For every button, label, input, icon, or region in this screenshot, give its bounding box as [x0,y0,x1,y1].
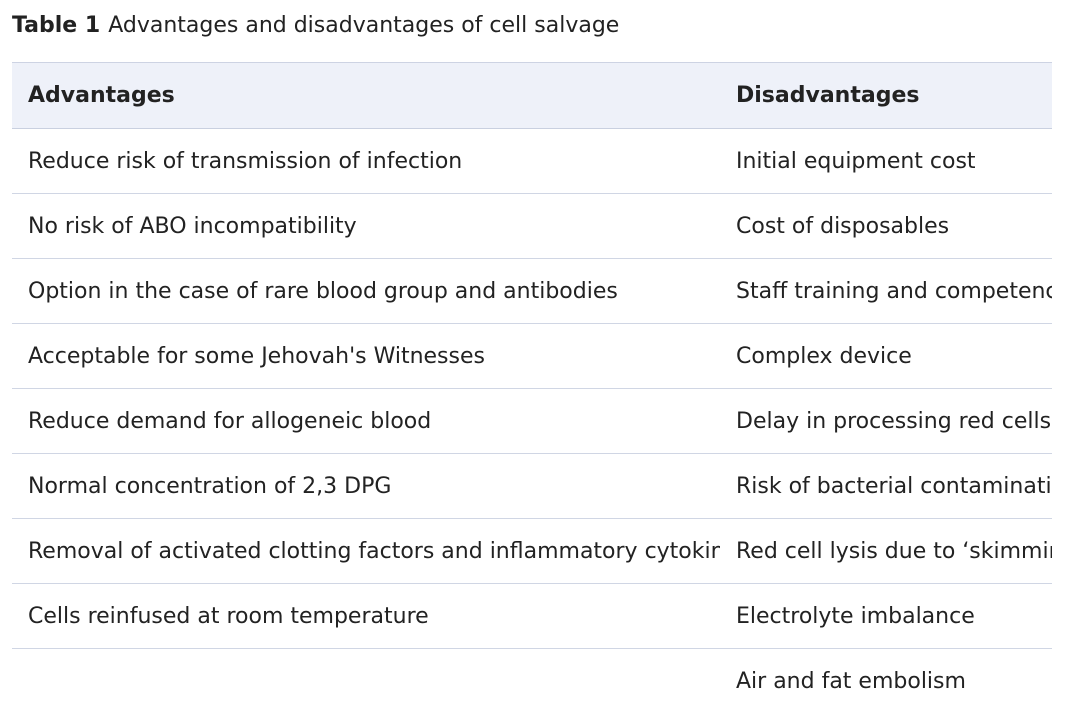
disadvantage-cell: Cost of disposables [720,193,1052,259]
advantage-cell: Acceptable for some Jehovah's Witnesses [12,323,720,389]
disadvantage-cell: Risk of bacterial contaminatior [720,453,1052,519]
disadvantage-cell: Air and fat embolism [736,668,966,694]
column-header-advantages: Advantages [12,62,720,129]
table-row: Reduce demand for allogeneic blood Delay… [12,388,1052,454]
table-header-row: Advantages Disadvantages [12,62,1052,129]
column-header-disadvantages: Disadvantages [720,62,1052,129]
table-body: Reduce risk of transmission of infection… [12,128,1052,714]
disadvantage-cell: Complex device [720,323,1052,389]
table-caption: Table 1 Advantages and disadvantages of c… [12,11,619,41]
advantage-cell: Removal of activated clotting factors an… [12,518,720,584]
advantages-disadvantages-table: Advantages Disadvantages Reduce risk of … [12,62,1052,714]
disadvantage-cell: Initial equipment cost [720,128,1052,194]
advantage-cell: Option in the case of rare blood group a… [12,258,720,324]
table-row: Reduce risk of transmission of infection… [12,128,1052,194]
table-row: Option in the case of rare blood group a… [12,258,1052,324]
table-row: Normal concentration of 2,3 DPG Risk of … [12,453,1052,519]
advantage-cell: No risk of ABO incompatibility [12,193,720,259]
table-row: Removal of activated clotting factors an… [12,518,1052,584]
table-row: Cells reinfused at room temperature Elec… [12,583,1052,649]
advantage-cell: Cells reinfused at room temperature [12,583,720,649]
table-header: Advantages Disadvantages [12,62,1052,129]
disadvantage-cell: Staff training and competencie [720,258,1052,324]
disadvantage-cell: Delay in processing red cells [720,388,1052,454]
disadvantage-cell: Electrolyte imbalance [720,583,1052,649]
table-caption-label: Table 1 [12,13,101,38]
advantage-cell: Normal concentration of 2,3 DPG [12,453,720,519]
advantage-cell: Reduce risk of transmission of infection [12,128,720,194]
table-container: Advantages Disadvantages Reduce risk of … [12,62,1052,714]
advantage-cell [12,649,720,714]
table-caption-title: Advantages and disadvantages of cell sal… [108,13,620,38]
advantage-cell: Reduce demand for allogeneic blood [12,388,720,454]
table-row: No risk of ABO incompatibility Cost of d… [12,193,1052,259]
table-row: Acceptable for some Jehovah's Witnesses … [12,323,1052,389]
disadvantage-cell: Red cell lysis due to ‘skimming [720,518,1052,584]
table-row: Air and fat embolism [12,649,1052,714]
